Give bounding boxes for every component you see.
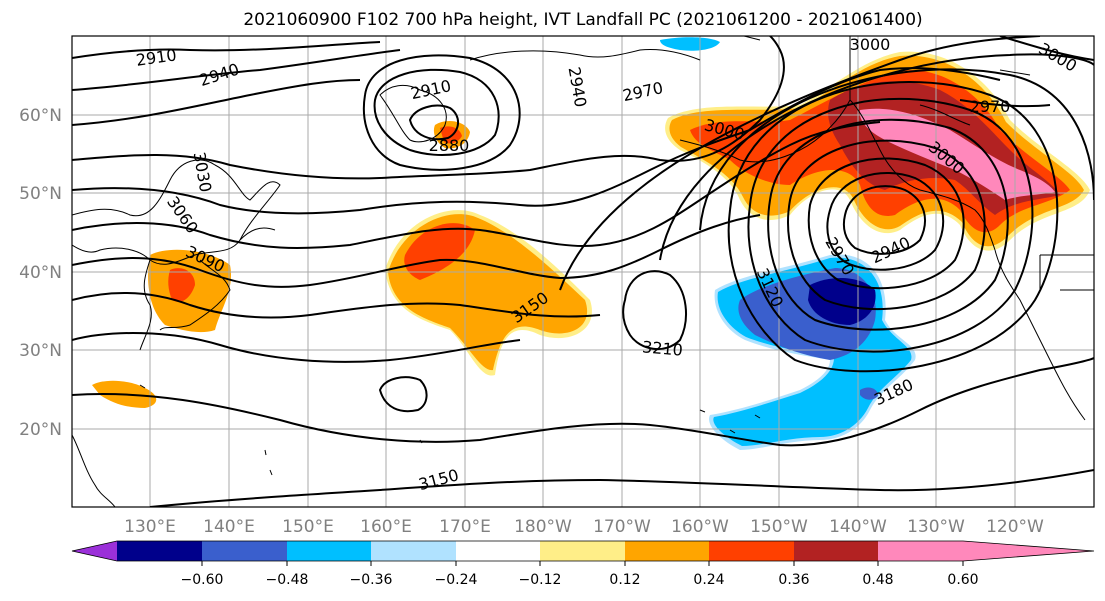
colorbar-tick-label: −0.60 (181, 572, 224, 588)
lon-label: 160°W (671, 517, 729, 537)
lon-label: 180°W (514, 517, 572, 537)
colorbar-segment (456, 541, 540, 561)
colorbar-tick-label: 0.24 (693, 572, 724, 588)
longitude-labels: 130°E 140°E 150°E 160°E 170°E 180°W 170°… (124, 517, 1044, 537)
colorbar-outline (71, 540, 1095, 562)
colorbar-tick-label: 0.60 (947, 572, 978, 588)
colorbar-segment (371, 541, 456, 561)
contour-label: 2880 (429, 136, 470, 155)
lon-label: 140°E (203, 517, 255, 537)
colorbar-segment (117, 541, 202, 561)
map-content: 2910 2940 2910 2880 2940 2970 3000 3000 … (72, 35, 1094, 507)
colorbar-segment (625, 541, 709, 561)
lon-label: 140°W (829, 517, 887, 537)
lon-label: 160°E (360, 517, 412, 537)
figure-title: 2021060900 F102 700 hPa height, IVT Land… (243, 10, 922, 30)
colorbar-segment (540, 541, 625, 561)
colorbar-ticks (201, 561, 964, 566)
colorbar-segment (287, 541, 371, 561)
lon-label: 130°E (124, 517, 176, 537)
lon-label: 150°E (282, 517, 334, 537)
lon-label: 130°W (907, 517, 965, 537)
colorbar-tick-label: −0.48 (266, 572, 309, 588)
colorbar-high-extend (878, 541, 1094, 561)
coastlines (72, 36, 1094, 507)
colorbar-low-extend (72, 541, 117, 561)
colorbar-tick-label: 0.36 (778, 572, 809, 588)
colorbar-segment (202, 541, 287, 561)
colorbar-tick-label: −0.36 (350, 572, 393, 588)
lat-label: 40°N (19, 263, 62, 283)
latitude-labels: 20°N 30°N 40°N 50°N 60°N (19, 106, 62, 440)
colorbar-segment (709, 541, 794, 561)
lat-label: 20°N (19, 420, 62, 440)
contour-label: 3000 (850, 35, 891, 54)
lat-label: 30°N (19, 341, 62, 361)
height-contours (72, 36, 1094, 507)
colorbar-segment (794, 541, 878, 561)
lon-label: 120°W (986, 517, 1044, 537)
contour-label: 3210 (641, 337, 683, 359)
contour-label: 2970 (970, 97, 1011, 116)
colorbar-tick-label: −0.24 (435, 572, 478, 588)
colorbar-tick-label: −0.12 (519, 572, 562, 588)
lon-label: 170°W (593, 517, 651, 537)
lon-label: 170°E (439, 517, 491, 537)
lon-label: 150°W (750, 517, 808, 537)
map-frame (71, 35, 1095, 508)
colorbar: −0.60 −0.48 −0.36 −0.24 −0.12 0.12 0.24 … (71, 540, 1095, 588)
lat-label: 60°N (19, 106, 62, 126)
lat-label: 50°N (19, 184, 62, 204)
colorbar-tick-label: 0.12 (609, 572, 640, 588)
colorbar-tick-label: 0.48 (862, 572, 893, 588)
